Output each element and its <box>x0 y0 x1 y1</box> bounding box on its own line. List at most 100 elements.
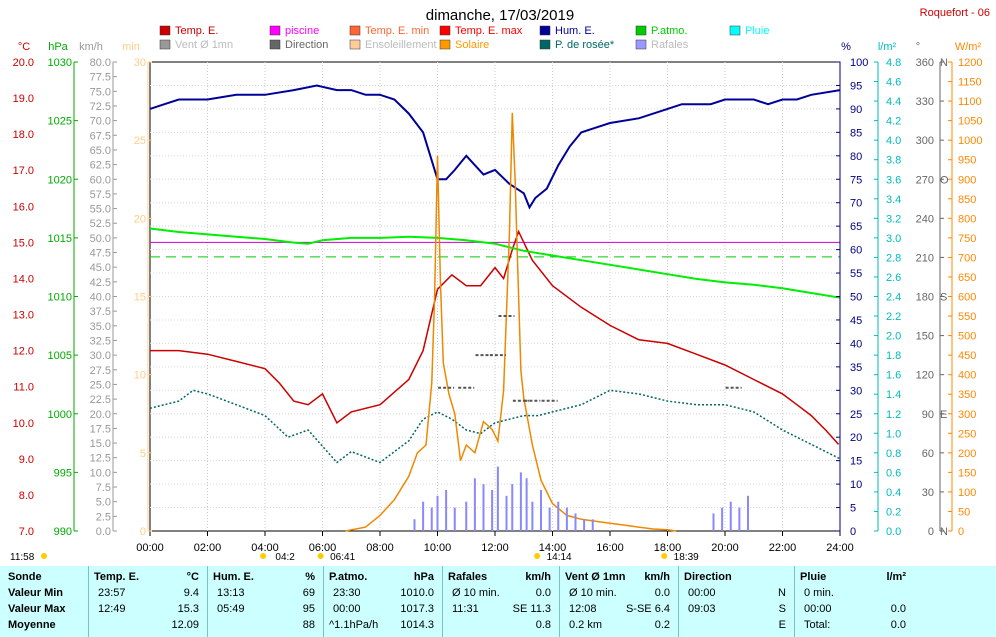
hum-max-value: 95 <box>302 603 315 615</box>
humidity_pct-tick-label: 5 <box>850 503 856 515</box>
time-marker-label: 04:2 <box>275 552 295 563</box>
hum-min-value: 69 <box>302 587 315 599</box>
rain_lm2-tick-label: 0.6 <box>886 467 901 479</box>
temp-min-time: 23:57 <box>98 587 126 599</box>
vent-distance: 0.2 km <box>569 619 603 631</box>
humidity_pct-tick-label: 10 <box>850 479 862 491</box>
pluie-total-label: Total: <box>804 619 831 631</box>
rafales-bar <box>430 507 433 531</box>
stats-col-patmo: P.atmo. hPa 23:30 1010.0 00:00 1017.3 ^1… <box>325 566 440 637</box>
pressure_hpa-tick-label: 990 <box>54 526 72 538</box>
legend-label: Direction <box>285 39 328 51</box>
humidity_pct-unit-label: % <box>841 41 851 53</box>
separator <box>323 566 324 637</box>
direction_deg-direction-letter: O <box>940 174 949 186</box>
rain_lm2-tick-label: 1.6 <box>886 370 901 382</box>
legend: Temp. E. piscine Temp. E. min Temp. E. max H… <box>159 25 769 51</box>
temp_c-tick-label: 10.0 <box>13 418 34 430</box>
legend-label: Temp. E. max <box>455 25 523 37</box>
rain_lm2-tick-label: 0.2 <box>886 506 901 518</box>
legend-swatch <box>539 39 551 50</box>
solar_wm2-tick-label: 300 <box>958 409 976 421</box>
wind_kmh-tick-label: 0.0 <box>96 526 111 538</box>
minutes-tick-label: 20 <box>134 213 146 225</box>
wind_kmh-tick-label: 60.0 <box>90 174 111 186</box>
rafales-bar <box>557 501 560 531</box>
temp_c-tick-label: 14.0 <box>13 273 34 285</box>
temp_c-unit-label: °C <box>18 41 30 53</box>
vent-max-time: 12:08 <box>569 603 597 615</box>
rafales-bar <box>496 466 499 531</box>
direction-max-value: S <box>778 603 786 615</box>
x-tick-label: 24:00 <box>826 542 854 554</box>
wind_kmh-tick-label: 70.0 <box>90 116 111 128</box>
wind_kmh-tick-label: 52.5 <box>90 218 111 230</box>
series-layer <box>149 84 841 532</box>
rain_lm2-tick-label: 4.4 <box>886 96 901 108</box>
wind_kmh-tick-label: 32.5 <box>90 335 111 347</box>
temp_c-tick-label: 18.0 <box>13 129 34 141</box>
humidity_pct-tick-label: 45 <box>850 315 862 327</box>
rain_lm2-tick-label: 2.4 <box>886 292 901 304</box>
pluie-max-time: 00:00 <box>804 603 832 615</box>
x-tick-label: 22:00 <box>769 542 797 554</box>
legend-swatch <box>635 25 647 36</box>
humidity_pct-tick-label: 40 <box>850 338 862 350</box>
direction_deg-tick-label: 60 <box>922 448 934 460</box>
legend-label: P. de rosée* <box>555 39 615 51</box>
vent-avg-value: 0.0 <box>654 587 670 599</box>
solar_wm2-tick-label: 400 <box>958 370 976 382</box>
solar_wm2-tick-label: 450 <box>958 350 976 362</box>
wind_kmh-tick-label: 12.5 <box>90 453 111 465</box>
direction_deg-tick-label: 240 <box>916 213 934 225</box>
vent-max-value: S-SE 6.4 <box>625 603 670 615</box>
wind_kmh-tick-label: 17.5 <box>90 423 111 435</box>
patmo-min-time: 23:30 <box>333 587 361 599</box>
temp_c-tick-label: 19.0 <box>13 93 34 105</box>
legend-label: Ensoleillement <box>365 39 437 51</box>
rain_lm2-tick-label: 0.0 <box>886 526 901 538</box>
minutes-tick-label: 30 <box>134 57 146 69</box>
x-tick-label: 16:00 <box>596 542 624 554</box>
rafales-header: Rafales <box>448 571 488 583</box>
x-tick-label: 18:00 <box>654 542 682 554</box>
humidity_pct-tick-label: 55 <box>850 268 862 280</box>
rafales-bar <box>413 519 416 531</box>
rain_lm2-tick-label: 0.4 <box>886 487 901 499</box>
rain_lm2-tick-label: 1.4 <box>886 389 901 401</box>
wind_kmh-tick-label: 37.5 <box>90 306 111 318</box>
wind_kmh-tick-label: 65.0 <box>90 145 111 157</box>
series-line-temp-e- <box>150 229 840 445</box>
legend-label: Rafales <box>651 39 689 51</box>
wind_kmh-tick-label: 40.0 <box>90 292 111 304</box>
vent-unit: km/h <box>644 571 670 583</box>
hum-avg-value: 88 <box>302 619 315 631</box>
rain_lm2-tick-label: 3.0 <box>886 233 901 245</box>
rafales-bar <box>591 519 594 531</box>
solar_wm2-tick-label: 700 <box>958 252 976 264</box>
rafales-bar <box>738 507 741 531</box>
rafales-bar <box>482 484 485 531</box>
rain_lm2-tick-label: 2.0 <box>886 331 901 343</box>
solar_wm2-tick-label: 850 <box>958 194 976 206</box>
stats-col-hum: Hum. E. % 13:13 69 05:49 95 88 <box>209 566 321 637</box>
patmo-unit: hPa <box>413 571 434 583</box>
temp-max-value: 15.3 <box>177 603 199 615</box>
sun-marker-icon <box>41 553 47 559</box>
rafales-bar <box>729 501 732 531</box>
direction_deg-tick-label: 330 <box>916 96 934 108</box>
time-marker-label: 06:41 <box>330 552 355 563</box>
patmo-max-value: 1017.3 <box>400 603 434 615</box>
legend-swatch <box>349 39 361 50</box>
rafales-bar <box>491 489 494 531</box>
legend-swatch <box>269 25 281 36</box>
rafales-bar <box>453 507 456 531</box>
rafales-mean-value: 0.8 <box>535 619 551 631</box>
stats-col-direction: Direction 00:00 N 09:03 S E <box>680 566 792 637</box>
wind_kmh-tick-label: 45.0 <box>90 262 111 274</box>
solar_wm2-tick-label: 50 <box>958 506 970 518</box>
wind_kmh-tick-label: 57.5 <box>90 189 111 201</box>
legend-label: Pluie <box>745 25 769 37</box>
wind_kmh-tick-label: 15.0 <box>90 438 111 450</box>
temp_c-tick-label: 12.0 <box>13 346 34 358</box>
